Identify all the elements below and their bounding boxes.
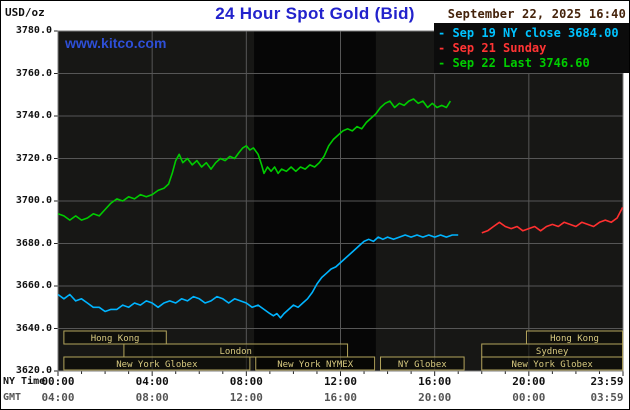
series-line-sep-19-ny-close [57, 234, 459, 319]
session-label: New York Globex [116, 360, 198, 370]
session-box [481, 356, 624, 371]
kitco-watermark-link[interactable]: www.kitco.com [65, 35, 167, 51]
session-label: New York Globex [512, 360, 594, 370]
legend-item-sep22: - Sep 22 Last 3746.60 [438, 56, 590, 70]
series-line-sep-22-last [57, 98, 452, 221]
session-label: New York NYMEX [277, 360, 353, 370]
series-line-sep-21-sunday [481, 207, 624, 234]
plot-border [57, 30, 624, 372]
unit-label: USD/oz [5, 6, 45, 19]
ny-time-axis-label: NY Time [3, 376, 46, 387]
legend: - Sep 19 NY close 3684.00 - Sep 21 Sunda… [434, 23, 629, 73]
legend-item-sep19: - Sep 19 NY close 3684.00 [438, 26, 619, 40]
session-box [255, 356, 376, 371]
session-label: Hong Kong [91, 334, 140, 344]
session-label: NY Globex [398, 360, 447, 370]
session-box [380, 356, 465, 371]
chart-title: 24 Hour Spot Gold (Bid) [215, 4, 415, 23]
gmt-axis-label: GMT [3, 392, 22, 403]
session-label: London [219, 347, 252, 357]
session-label: Hong Kong [550, 334, 599, 344]
session-box [63, 330, 167, 345]
legend-item-sep21: - Sep 21 Sunday [438, 41, 547, 55]
timestamp: September 22, 2025 16:40 [447, 7, 626, 21]
session-label: Sydney [536, 347, 569, 357]
session-box [63, 356, 251, 371]
